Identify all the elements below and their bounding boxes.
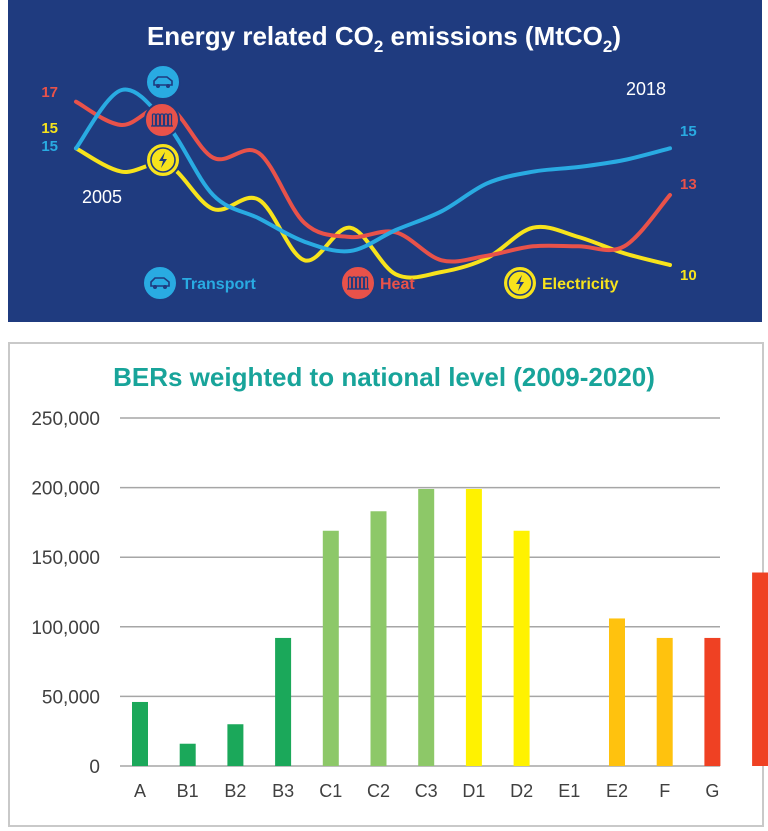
x-tick-label: G (705, 781, 719, 801)
bar-C3 (418, 488, 435, 766)
bar-C1 (322, 530, 339, 766)
y-tick-label: 100,000 (31, 618, 100, 639)
end-year-label: 2018 (626, 79, 666, 99)
y-tick-label: 150,000 (31, 548, 100, 569)
x-tick-label: B1 (177, 781, 199, 801)
bar-D1 (465, 488, 482, 766)
end-value-electricity: 10 (680, 267, 697, 284)
bar-last (752, 572, 768, 766)
x-tick-label: E1 (558, 781, 580, 801)
y-tick-label: 0 (89, 757, 100, 778)
bar-B3 (275, 637, 292, 766)
bar-E2 (609, 618, 625, 766)
car-icon (145, 64, 181, 100)
bar-B1 (179, 743, 196, 766)
emissions-chart-title: Energy related CO2 emissions (MtCO2) (147, 21, 621, 56)
end-value-transport: 15 (680, 123, 697, 140)
x-tick-label: D1 (462, 781, 485, 801)
bar-G (704, 637, 721, 766)
x-tick-label: F (659, 781, 670, 801)
lightning-icon (502, 265, 538, 301)
radiator-icon (144, 102, 180, 138)
start-value-electricity: 15 (41, 120, 58, 137)
y-tick-label: 250,000 (31, 409, 100, 430)
x-tick-label: C3 (415, 781, 438, 801)
bar-F (656, 637, 673, 766)
x-tick-label: B2 (224, 781, 246, 801)
y-tick-label: 50,000 (42, 687, 100, 708)
start-value-heat: 17 (41, 84, 58, 101)
bar-A (132, 701, 148, 766)
lightning-icon (145, 142, 181, 178)
y-tick-label: 200,000 (31, 479, 100, 500)
legend-item-heat: Heat (340, 265, 415, 301)
legend-label-electricity: Electricity (542, 276, 619, 293)
legend-item-transport: Transport (142, 265, 256, 301)
bar-B2 (227, 724, 244, 766)
radiator-icon (340, 265, 376, 301)
x-tick-label: C1 (319, 781, 342, 801)
legend-label-heat: Heat (380, 276, 415, 293)
legend-item-electricity: Electricity (502, 265, 619, 301)
emissions-line-chart: Energy related CO2 emissions (MtCO2) 151… (41, 21, 697, 301)
legend-label-transport: Transport (182, 276, 256, 293)
x-tick-label: B3 (272, 781, 294, 801)
bar-D2 (513, 530, 530, 766)
start-value-transport: 15 (41, 138, 58, 155)
x-tick-label: E2 (606, 781, 628, 801)
x-tick-label: A (134, 781, 146, 801)
bar-C2 (370, 511, 387, 766)
start-year-label: 2005 (82, 187, 122, 207)
x-tick-label: D2 (510, 781, 533, 801)
car-icon (142, 265, 178, 301)
ber-chart-title: BERs weighted to national level (2009-20… (113, 362, 655, 392)
emissions-chart-panel (8, 0, 762, 322)
end-value-heat: 13 (680, 176, 697, 193)
x-tick-label: C2 (367, 781, 390, 801)
